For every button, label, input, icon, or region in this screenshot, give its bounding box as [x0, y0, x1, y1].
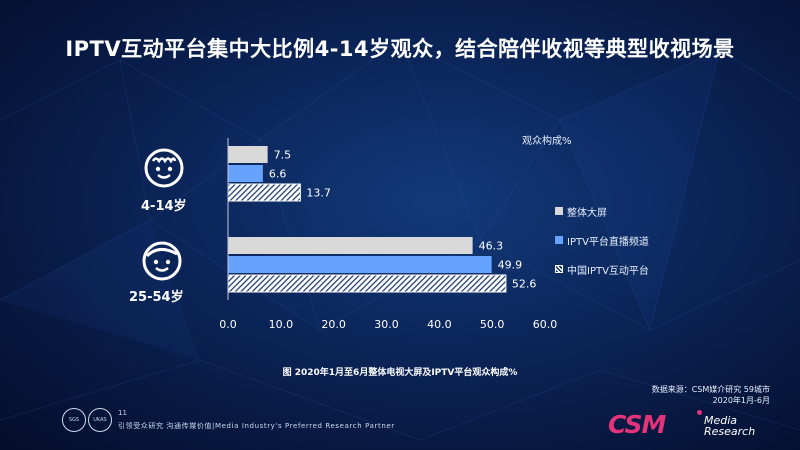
legend-swatch-overall: [555, 207, 563, 215]
value-label-live-0: 6.6: [269, 168, 287, 181]
legend-item-overall: 整体大屏: [555, 204, 649, 219]
unit-label: 观众构成%: [522, 136, 572, 147]
chart-caption: 图 2020年1月至6月整体电视大屏及IPTV平台观众构成%: [282, 368, 518, 378]
adult-face-icon: [142, 241, 182, 281]
child-face-icon: [144, 148, 184, 188]
value-label-live-1: 49.9: [498, 259, 522, 272]
legend-item-interactive: 中国IPTV互动平台: [555, 262, 649, 277]
x-tick-label: 10.0: [269, 318, 294, 331]
value-label-overall-1: 46.3: [479, 240, 504, 253]
logo-dot: [697, 410, 702, 415]
footer-tagline: 引领受众研究 沟通传媒价值|Media Industry's Preferred…: [118, 422, 395, 430]
legend-item-live: IPTV平台直播频道: [555, 233, 649, 248]
bar-overall-0: [228, 146, 268, 163]
bar-interactive-1: [227, 274, 507, 293]
legend-swatch-interactive: [555, 265, 563, 273]
source-line-2: 2020年1月-6月: [712, 396, 770, 405]
x-tick-label: 0.0: [219, 318, 237, 331]
legend-label-live: IPTV平台直播频道: [567, 236, 649, 248]
sgs-badge: SGS: [62, 408, 86, 432]
logo-sub-research: Research: [704, 425, 756, 438]
bar-interactive-0: [227, 183, 301, 202]
group-label-adults: 25-54岁: [129, 290, 184, 305]
bar-live-1: [228, 256, 492, 273]
x-tick-label: 40.0: [427, 318, 452, 331]
value-label-interactive-0: 13.7: [306, 187, 331, 200]
legend-swatch-live: [555, 236, 563, 244]
value-label-overall-0: 7.5: [274, 149, 292, 162]
page-number: 11: [118, 409, 127, 417]
group-label-kids: 4-14岁: [141, 199, 187, 214]
ukas-badge: UKAS: [88, 408, 112, 432]
bar-live-0: [228, 165, 263, 182]
source-line-1: 数据来源：CSM媒介研究 59城市: [651, 385, 770, 394]
x-tick-label: 20.0: [321, 318, 346, 331]
csm-logo: CSM: [608, 410, 666, 439]
bar-overall-1: [228, 237, 473, 254]
page-title: IPTV互动平台集中大比例4-14岁观众，结合陪伴收视等典型收视场景: [65, 37, 735, 61]
logo-subtitle: Media Research: [704, 415, 755, 437]
x-tick-label: 60.0: [533, 318, 558, 331]
value-label-interactive-1: 52.6: [512, 278, 537, 291]
x-tick-label: 50.0: [480, 318, 505, 331]
chart-legend: 整体大屏 IPTV平台直播频道 中国IPTV互动平台: [555, 204, 649, 291]
logo-sub-media: Media: [704, 414, 738, 427]
x-tick-label: 30.0: [374, 318, 399, 331]
legend-label-overall: 整体大屏: [567, 207, 607, 219]
data-source: 数据来源：CSM媒介研究 59城市 2020年1月-6月: [652, 384, 770, 406]
legend-label-interactive: 中国IPTV互动平台: [567, 265, 649, 277]
